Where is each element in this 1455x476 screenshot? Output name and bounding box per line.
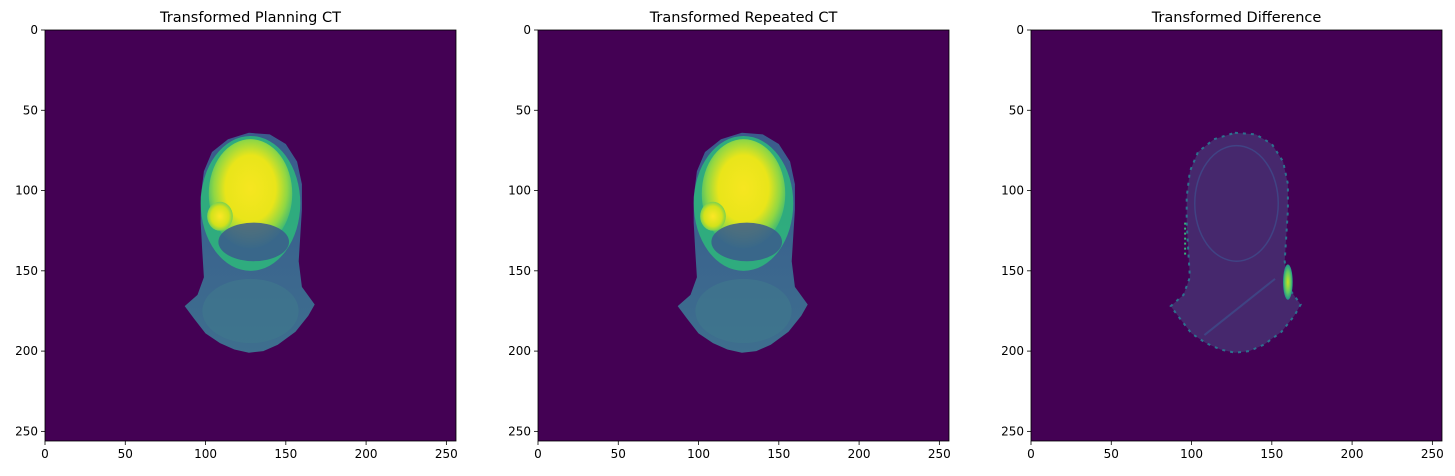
x-tick-label: 250 xyxy=(435,447,458,461)
nasal-region xyxy=(218,222,290,262)
y-tick-label: 100 xyxy=(508,184,531,198)
x-tick-label: 200 xyxy=(1341,447,1364,461)
panel-title: Transformed Repeated CT xyxy=(649,10,838,26)
panels: Transformed Planning CT0 50 100 150 200 25005… xyxy=(15,10,1444,461)
x-tick-label: 150 xyxy=(274,447,297,461)
y-tick-label: 200 xyxy=(508,344,531,358)
difference-hotspot xyxy=(1283,264,1293,300)
difference-region xyxy=(1170,132,1301,353)
orbit-region xyxy=(207,201,233,231)
y-tick-label: 100 xyxy=(1001,184,1024,198)
y-tick-label: 200 xyxy=(15,344,38,358)
x-tick-label: 0 xyxy=(41,447,49,461)
x-tick-label: 100 xyxy=(1180,447,1203,461)
panel-title: Transformed Planning CT xyxy=(159,10,341,26)
orbit-region xyxy=(700,201,726,231)
y-tick-label: 150 xyxy=(15,264,38,278)
y-tick-label: 0 xyxy=(30,23,38,37)
x-tick-label: 50 xyxy=(118,447,133,461)
x-tick-label: 50 xyxy=(1104,447,1119,461)
y-tick-label: 100 xyxy=(15,184,38,198)
image-content xyxy=(1169,131,1302,354)
x-tick-label: 0 xyxy=(1027,447,1035,461)
y-tick-label: 250 xyxy=(15,424,38,438)
x-tick-label: 50 xyxy=(611,447,626,461)
y-tick-label: 250 xyxy=(508,424,531,438)
y-tick-label: 50 xyxy=(1009,103,1024,117)
panel-2: Transformed Repeated CT0 50 100 150 200 25005… xyxy=(508,10,951,461)
difference-inner-contour xyxy=(1194,144,1279,262)
x-tick-label: 0 xyxy=(534,447,542,461)
y-tick-label: 200 xyxy=(1001,344,1024,358)
panel-title: Transformed Difference xyxy=(1151,10,1322,26)
x-tick-label: 150 xyxy=(1260,447,1283,461)
y-tick-label: 0 xyxy=(523,23,531,37)
nasal-region xyxy=(711,222,783,262)
x-tick-label: 250 xyxy=(928,447,951,461)
jaw-region xyxy=(202,278,299,344)
x-tick-label: 150 xyxy=(767,447,790,461)
x-tick-label: 100 xyxy=(194,447,217,461)
jaw-region xyxy=(695,278,792,344)
y-tick-label: 150 xyxy=(1001,264,1024,278)
x-tick-label: 200 xyxy=(848,447,871,461)
x-tick-label: 100 xyxy=(687,447,710,461)
image-content xyxy=(677,132,808,353)
panel-1: Transformed Planning CT0 50 100 150 200 25005… xyxy=(15,10,458,461)
axes-frame xyxy=(1030,29,1443,442)
y-tick-label: 0 xyxy=(1016,23,1024,37)
x-tick-label: 250 xyxy=(1421,447,1444,461)
x-tick-label: 200 xyxy=(355,447,378,461)
y-tick-label: 250 xyxy=(1001,424,1024,438)
axes-frame xyxy=(44,29,457,442)
axes-frame xyxy=(537,29,950,442)
y-tick-label: 50 xyxy=(23,103,38,117)
y-tick-label: 50 xyxy=(516,103,531,117)
difference-streak xyxy=(1203,278,1276,336)
y-tick-label: 150 xyxy=(508,264,531,278)
image-content xyxy=(184,132,315,353)
